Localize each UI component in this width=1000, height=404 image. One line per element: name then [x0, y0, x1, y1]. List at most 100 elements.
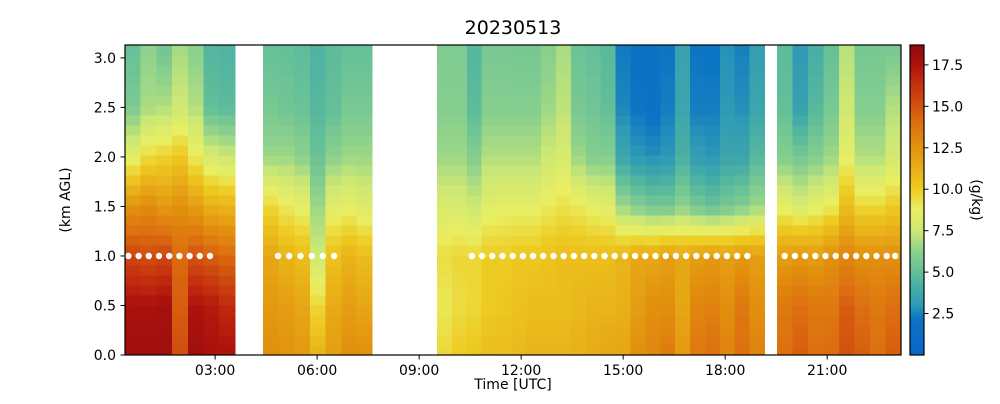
- heatmap-cell: [720, 165, 736, 176]
- heatmap-cell: [675, 165, 691, 176]
- heatmap-cell: [125, 295, 142, 306]
- heatmap-cell: [645, 235, 662, 246]
- heatmap-cell: [263, 165, 280, 176]
- pbl-marker-dot: [611, 252, 618, 260]
- heatmap-cell: [854, 215, 871, 226]
- heatmap-cell: [467, 345, 483, 356]
- heatmap-cell: [263, 45, 280, 56]
- heatmap-cell: [356, 295, 373, 306]
- heatmap-cell: [203, 175, 220, 186]
- heatmap-cell: [777, 45, 794, 56]
- heatmap-cell: [187, 185, 205, 196]
- heatmap-cell: [341, 265, 358, 276]
- y-tick-label: 2.0: [94, 150, 116, 166]
- heatmap-cell: [615, 325, 632, 336]
- heatmap-cell: [792, 195, 809, 206]
- heatmap-cell: [452, 255, 468, 266]
- heatmap-cell: [187, 125, 205, 136]
- heatmap-cell: [615, 305, 632, 316]
- heatmap-cell: [586, 145, 602, 156]
- heatmap-cell: [278, 145, 295, 156]
- heatmap-cell: [341, 295, 358, 306]
- heatmap-cell: [467, 125, 483, 136]
- heatmap-cell: [586, 315, 602, 326]
- heatmap-cell: [278, 95, 295, 106]
- heatmap-cell: [854, 175, 871, 186]
- heatmap-cell: [278, 295, 295, 306]
- heatmap-cell: [140, 135, 157, 146]
- heatmap-cell: [839, 225, 855, 236]
- pbl-marker-dot: [468, 252, 476, 260]
- heatmap-cell: [467, 185, 483, 196]
- heatmap-cell: [467, 95, 483, 106]
- heatmap-cell: [496, 195, 513, 206]
- heatmap-cell: [467, 45, 483, 56]
- heatmap-cell: [294, 215, 311, 226]
- heatmap-cell: [630, 335, 647, 346]
- heatmap-cell: [777, 55, 794, 66]
- heatmap-cell: [467, 325, 483, 336]
- heatmap-cell: [808, 45, 824, 56]
- heatmap-cell: [219, 315, 236, 326]
- heatmap-cell: [660, 345, 676, 356]
- heatmap-cell: [870, 165, 886, 176]
- heatmap-cell: [690, 145, 706, 156]
- heatmap-cell: [171, 235, 189, 246]
- heatmap-cell: [341, 125, 358, 136]
- heatmap-cell: [452, 275, 468, 286]
- heatmap-cell: [675, 185, 691, 196]
- heatmap-cell: [437, 205, 453, 216]
- heatmap-cell: [294, 325, 311, 336]
- heatmap-cell: [219, 95, 236, 106]
- heatmap-cell: [171, 45, 189, 56]
- heatmap-cell: [630, 135, 647, 146]
- heatmap-cell: [294, 65, 311, 76]
- heatmap-cell: [600, 165, 617, 176]
- heatmap-cell: [660, 65, 676, 76]
- heatmap-cell: [571, 185, 587, 196]
- heatmap-cell: [854, 345, 871, 356]
- heatmap-cell: [263, 65, 280, 76]
- heatmap-cell: [615, 55, 632, 66]
- heatmap-cell: [481, 115, 498, 126]
- heatmap-cell: [309, 135, 327, 146]
- heatmap-cell: [808, 85, 824, 96]
- heatmap-cell: [294, 105, 311, 116]
- heatmap-cell: [437, 105, 453, 116]
- heatmap-cell: [660, 225, 676, 236]
- heatmap-cell: [125, 185, 142, 196]
- heatmap-cell: [341, 345, 358, 356]
- heatmap-cell: [870, 205, 886, 216]
- heatmap-cell: [171, 185, 189, 196]
- heatmap-cell: [645, 115, 662, 126]
- heatmap-cell: [870, 265, 886, 276]
- heatmap-cell: [278, 135, 295, 146]
- heatmap-cell: [341, 105, 358, 116]
- heatmap-cell: [734, 215, 751, 226]
- heatmap-cell: [660, 305, 676, 316]
- heatmap-cell: [541, 175, 557, 186]
- colorbar-tick-label: 15.0: [932, 99, 963, 115]
- heatmap-cell: [526, 65, 542, 76]
- heatmap-cell: [705, 175, 721, 186]
- heatmap-cell: [885, 135, 902, 146]
- heatmap-cell: [171, 85, 189, 96]
- heatmap-cell: [437, 165, 453, 176]
- heatmap-cell: [839, 65, 855, 76]
- heatmap-cell: [452, 215, 468, 226]
- heatmap-cell: [278, 255, 295, 266]
- heatmap-cell: [792, 275, 809, 286]
- heatmap-cell: [630, 195, 647, 206]
- heatmap-cell: [839, 235, 855, 246]
- heatmap-cell: [777, 245, 794, 256]
- heatmap-cell: [481, 85, 498, 96]
- pbl-marker-dot: [781, 252, 788, 260]
- heatmap-cell: [140, 215, 157, 226]
- heatmap-cell: [854, 265, 871, 276]
- heatmap-cell: [615, 245, 632, 256]
- heatmap-cell: [356, 135, 373, 146]
- heatmap-cell: [263, 215, 280, 226]
- heatmap-cell: [171, 255, 189, 266]
- heatmap-cell: [452, 195, 468, 206]
- heatmap-cell: [309, 175, 327, 186]
